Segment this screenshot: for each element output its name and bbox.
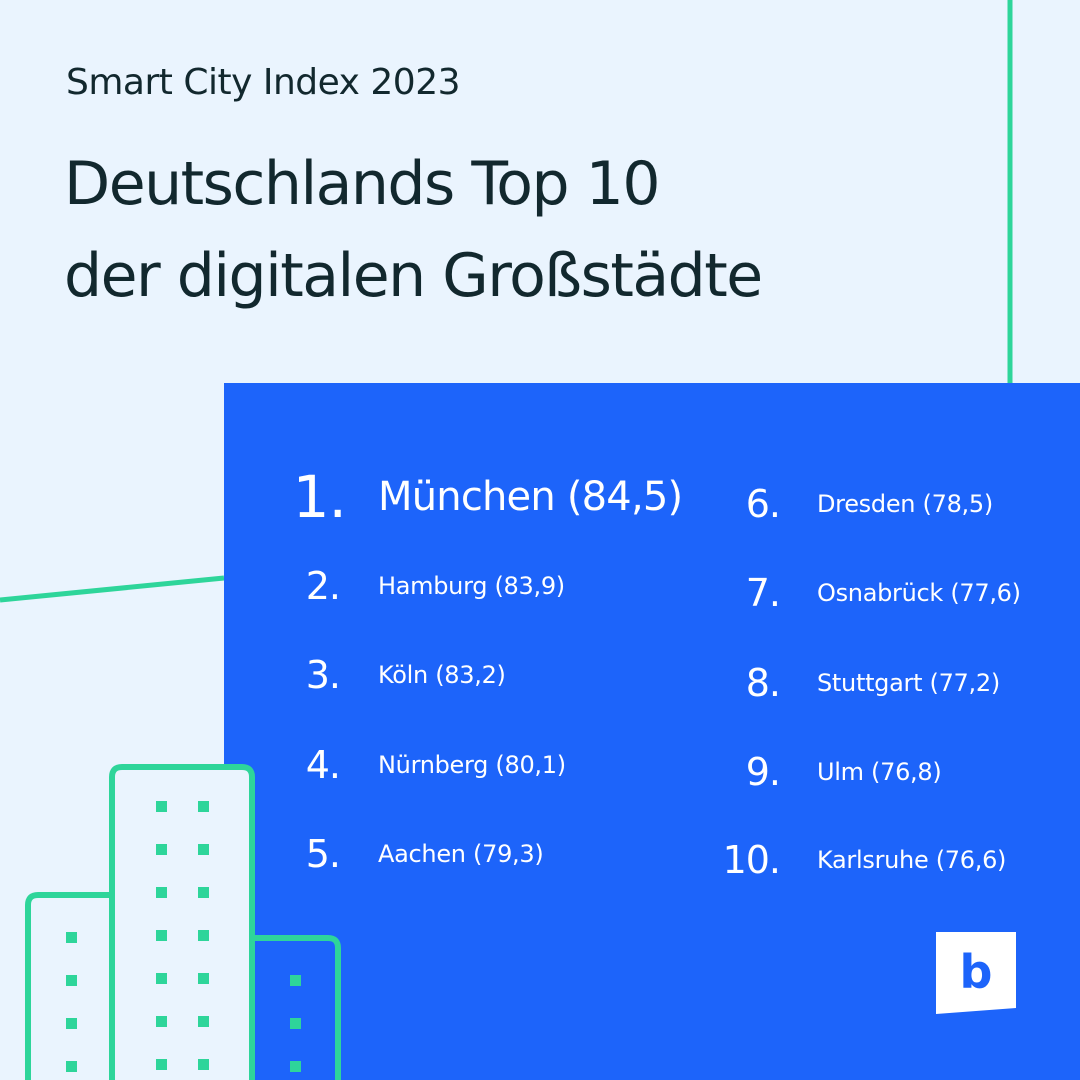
subtitle: Smart City Index 2023 [66, 62, 461, 103]
rank-city: Nürnberg (80,1) [378, 751, 566, 779]
building-tall [109, 764, 255, 1080]
page-title: Deutschlands Top 10 der digitalen Großst… [64, 138, 763, 322]
rank-city: Osnabrück (77,6) [817, 579, 1021, 607]
rank-city: München (84,5) [378, 474, 683, 520]
page-title-line-1: Deutschlands Top 10 [64, 149, 660, 219]
rank-number: 10. [722, 838, 781, 882]
rank-number: 7. [745, 571, 781, 615]
rank-number: 5. [305, 832, 341, 876]
rank-number: 9. [745, 750, 781, 794]
rank-number: 1. [292, 463, 347, 531]
rank-city: Dresden (78,5) [817, 490, 993, 518]
rank-city: Ulm (76,8) [817, 758, 942, 786]
rank-number: 8. [745, 661, 781, 705]
rank-number: 2. [305, 564, 341, 608]
page-title-line-2: der digitalen Großstädte [64, 241, 763, 311]
rank-city: Stuttgart (77,2) [817, 669, 1000, 697]
rank-number: 3. [305, 653, 341, 697]
building-left [25, 892, 112, 1080]
brand-logo-letter: b [960, 945, 993, 999]
rank-city: Hamburg (83,9) [378, 572, 565, 600]
diagonal-accent-line [0, 575, 225, 603]
building-right [252, 935, 341, 1080]
brand-logo: b [936, 932, 1016, 1014]
rank-city: Karlsruhe (76,6) [817, 846, 1007, 874]
rank-number: 4. [305, 743, 341, 787]
rank-city: Köln (83,2) [378, 661, 506, 689]
rank-city: Aachen (79,3) [378, 840, 544, 868]
rank-number: 6. [745, 482, 781, 526]
